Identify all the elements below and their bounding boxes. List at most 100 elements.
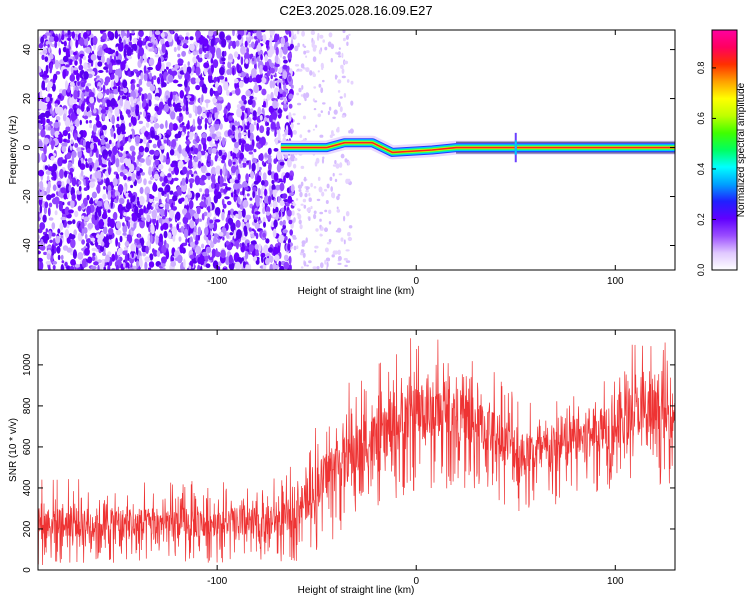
noise-dot — [300, 266, 304, 269]
noise-dot — [118, 152, 123, 158]
noise-dot — [263, 244, 269, 255]
noise-dot — [194, 175, 200, 186]
noise-dot — [87, 214, 93, 219]
noise-dot — [87, 64, 91, 69]
noise-dot — [128, 122, 132, 127]
noise-dot — [267, 195, 272, 204]
noise-dot — [314, 245, 319, 249]
noise-dot — [157, 77, 161, 85]
noise-dot — [340, 153, 345, 159]
noise-dot — [222, 267, 227, 270]
noise-dot — [312, 266, 317, 270]
noise-dot — [131, 172, 136, 183]
noise-dot — [350, 80, 354, 85]
noise-dot — [312, 98, 315, 102]
noise-dot — [60, 234, 63, 239]
noise-dot — [105, 254, 110, 263]
noise-dot — [86, 148, 91, 154]
noise-dot — [203, 211, 208, 217]
noise-dot — [52, 238, 56, 246]
noise-dot — [241, 242, 245, 247]
noise-dot — [288, 175, 294, 181]
noise-dot — [249, 123, 255, 133]
noise-dot — [302, 115, 307, 120]
noise-dot — [76, 108, 81, 115]
noise-dot — [44, 56, 49, 62]
y-tick-label: 200 — [22, 520, 33, 537]
noise-dot — [305, 55, 308, 58]
noise-dot — [101, 259, 105, 268]
noise-dot — [69, 59, 73, 66]
noise-dot — [147, 66, 154, 71]
noise-dot — [262, 172, 267, 182]
noise-dot — [75, 118, 80, 127]
noise-dot — [130, 102, 135, 108]
noise-dot — [223, 106, 228, 116]
noise-dot — [46, 245, 52, 249]
noise-dot — [233, 121, 239, 126]
noise-dot — [233, 229, 237, 239]
noise-dot — [143, 38, 146, 42]
noise-dot — [160, 153, 164, 162]
noise-dot — [167, 34, 173, 43]
noise-dot — [330, 186, 334, 192]
noise-dot — [155, 235, 159, 245]
noise-dot — [100, 38, 106, 43]
noise-dot — [165, 120, 168, 129]
noise-dot — [113, 88, 119, 95]
noise-dot — [42, 214, 47, 223]
noise-dot — [188, 199, 194, 210]
noise-dot — [49, 64, 53, 70]
noise-dot — [38, 132, 41, 137]
noise-dot — [319, 211, 324, 215]
noise-dot — [182, 39, 189, 44]
noise-dot — [285, 30, 290, 35]
noise-dot — [96, 167, 101, 171]
noise-dot — [154, 150, 160, 157]
noise-dot — [49, 239, 53, 243]
noise-dot — [85, 46, 91, 54]
noise-dot — [42, 116, 46, 126]
noise-dot — [130, 243, 136, 252]
noise-dot — [235, 40, 240, 47]
noise-dot — [254, 243, 259, 250]
noise-dot — [62, 69, 67, 80]
noise-dot — [204, 122, 208, 130]
noise-dot — [189, 36, 194, 41]
noise-dot — [44, 201, 49, 209]
noise-dot — [303, 176, 307, 182]
noise-dot — [127, 176, 131, 181]
noise-dot — [146, 114, 151, 120]
noise-dot — [341, 115, 346, 118]
noise-dot — [139, 158, 145, 163]
noise-dot — [349, 128, 354, 134]
noise-dot — [62, 130, 68, 137]
noise-dot — [74, 142, 79, 148]
noise-dot — [66, 266, 70, 270]
noise-dot — [69, 233, 73, 238]
noise-dot — [91, 191, 97, 199]
noise-dot — [146, 192, 150, 203]
noise-dot — [112, 154, 116, 162]
noise-dot — [319, 218, 322, 222]
noise-dot — [64, 229, 70, 239]
noise-dot — [182, 104, 186, 112]
noise-dot — [85, 161, 88, 168]
noise-dot — [78, 180, 82, 185]
noise-dot — [131, 30, 135, 34]
noise-dot — [284, 153, 288, 160]
noise-dot — [283, 97, 287, 105]
noise-dot — [157, 47, 161, 52]
noise-dot — [243, 225, 248, 234]
noise-dot — [272, 79, 276, 89]
noise-dot — [288, 255, 292, 265]
noise-dot — [172, 123, 178, 131]
noise-dot — [81, 203, 85, 209]
noise-dot — [82, 55, 87, 61]
noise-dot — [281, 207, 285, 213]
noise-dot — [282, 64, 288, 70]
noise-dot — [146, 214, 151, 223]
noise-dot — [243, 99, 247, 105]
noise-dot — [295, 198, 299, 201]
